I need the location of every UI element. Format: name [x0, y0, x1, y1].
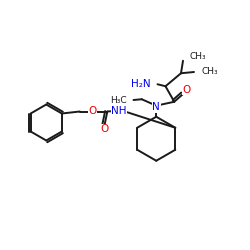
Text: CH₃: CH₃	[190, 52, 206, 61]
Text: O: O	[89, 106, 97, 117]
Text: O: O	[182, 85, 191, 95]
Text: NH: NH	[111, 106, 126, 116]
Text: N: N	[152, 102, 160, 112]
Text: CH₃: CH₃	[202, 68, 218, 76]
Text: H₂N: H₂N	[131, 79, 150, 89]
Text: H₃C: H₃C	[110, 96, 127, 105]
Text: O: O	[100, 124, 108, 134]
